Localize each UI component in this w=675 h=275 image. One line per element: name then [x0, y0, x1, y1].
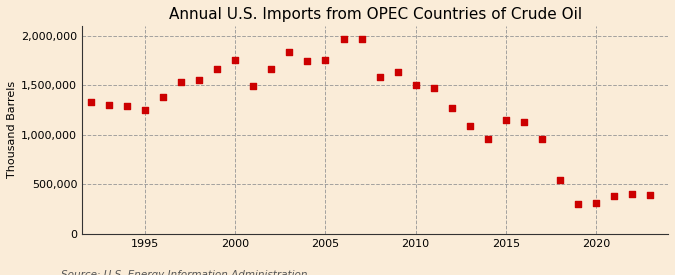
Point — [194, 78, 205, 82]
Point — [230, 57, 241, 62]
Point — [609, 194, 620, 199]
Point — [176, 80, 187, 84]
Point — [374, 75, 385, 79]
Text: Source: U.S. Energy Information Administration: Source: U.S. Energy Information Administ… — [61, 270, 307, 275]
Point — [140, 108, 151, 112]
Point — [266, 67, 277, 72]
Point — [302, 58, 313, 63]
Point — [104, 103, 115, 107]
Point — [591, 201, 601, 205]
Point — [158, 95, 169, 100]
Point — [645, 193, 655, 197]
Point — [86, 100, 97, 104]
Title: Annual U.S. Imports from OPEC Countries of Crude Oil: Annual U.S. Imports from OPEC Countries … — [169, 7, 582, 22]
Point — [572, 202, 583, 207]
Point — [500, 118, 511, 122]
Point — [122, 104, 132, 108]
Point — [464, 124, 475, 128]
Point — [518, 120, 529, 124]
Point — [428, 86, 439, 90]
Point — [483, 137, 493, 141]
Point — [248, 84, 259, 89]
Point — [338, 37, 349, 41]
Point — [410, 83, 421, 87]
Point — [446, 106, 457, 110]
Y-axis label: Thousand Barrels: Thousand Barrels — [7, 81, 17, 178]
Point — [212, 67, 223, 72]
Point — [356, 37, 367, 41]
Point — [554, 178, 565, 182]
Point — [392, 70, 403, 75]
Point — [284, 50, 295, 54]
Point — [537, 137, 547, 141]
Point — [320, 57, 331, 62]
Point — [626, 192, 637, 197]
